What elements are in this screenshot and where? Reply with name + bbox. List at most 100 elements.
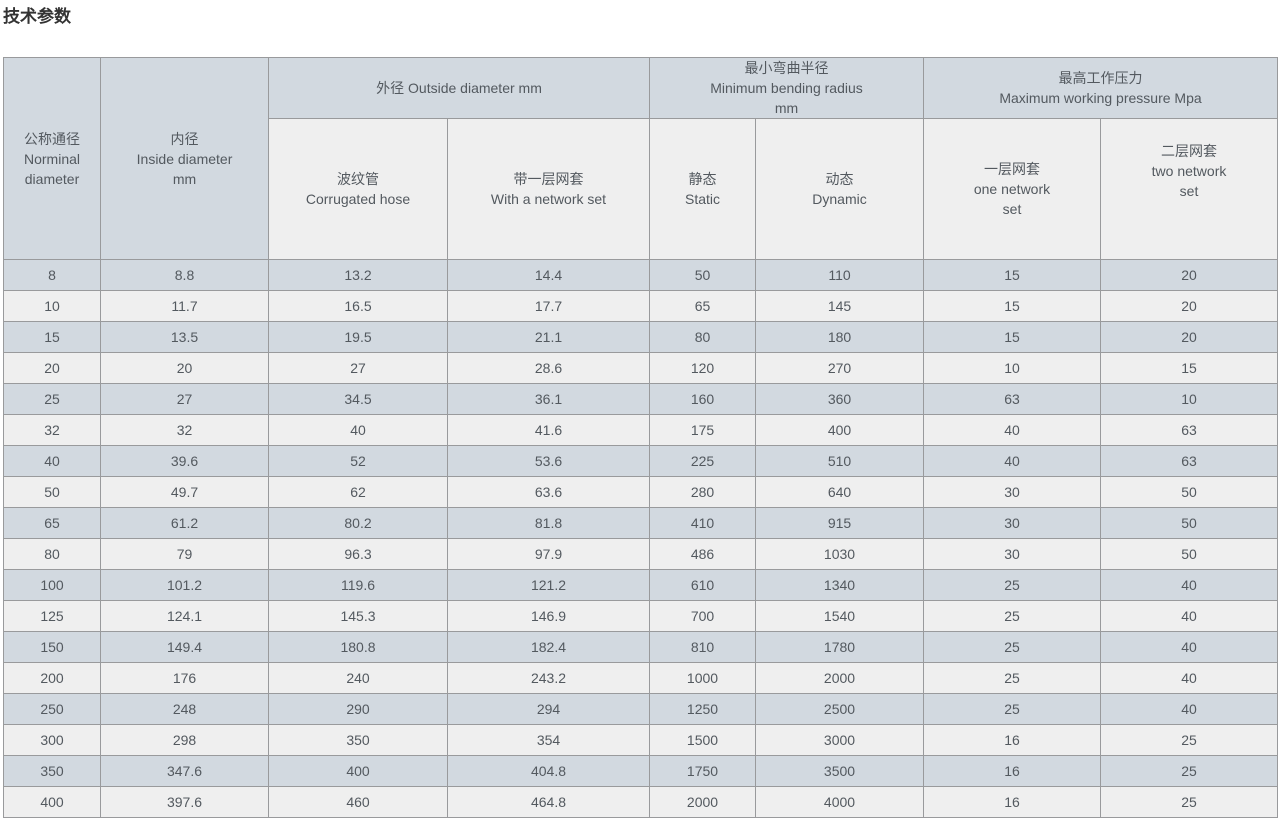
- table-cell: 124.1: [100, 600, 269, 632]
- table-cell: 300: [3, 724, 101, 756]
- table-cell: 149.4: [100, 631, 269, 663]
- header-inside-diameter-label: 内径 Inside diameter mm: [136, 130, 233, 187]
- table-cell: 13.2: [268, 259, 448, 291]
- table-cell: 15: [1099, 352, 1279, 384]
- table-cell: 460: [268, 786, 448, 818]
- table-cell: 25: [1099, 724, 1279, 756]
- table-cell: 298: [100, 724, 269, 756]
- table-cell: 915: [755, 507, 924, 539]
- table-row: 65 61.2 80.2 81.8 410 915 30 50: [3, 507, 1279, 539]
- table-cell: 53.6: [447, 445, 650, 477]
- table-cell: 20: [1099, 290, 1279, 322]
- table-cell: 36.1: [447, 383, 650, 415]
- header-working-pressure-group: 最高工作压力 Maximum working pressure Mpa: [922, 57, 1279, 119]
- table-cell: 121.2: [447, 569, 650, 601]
- table-cell: 40: [1099, 693, 1279, 725]
- table-cell: 25: [1099, 755, 1279, 787]
- table-cell: 11.7: [100, 290, 269, 322]
- table-cell: 160: [649, 383, 756, 415]
- table-cell: 80: [3, 538, 101, 570]
- header-nominal-diameter: 公称通径 Norminal diameter: [3, 57, 101, 260]
- header-static-label: 静态 Static: [684, 171, 720, 207]
- table-cell: 25: [3, 383, 101, 415]
- table-cell: 610: [649, 569, 756, 601]
- table-cell: 510: [755, 445, 924, 477]
- table-cell: 101.2: [100, 569, 269, 601]
- table-cell: 290: [268, 693, 448, 725]
- table-cell: 25: [923, 600, 1101, 632]
- table-cell: 30: [923, 507, 1101, 539]
- table-cell: 10: [923, 352, 1101, 384]
- table-cell: 40: [923, 445, 1101, 477]
- table-cell: 400: [755, 414, 924, 446]
- header-static: 静态 Static: [649, 118, 756, 260]
- table-cell: 21.1: [447, 321, 650, 353]
- table-cell: 65: [3, 507, 101, 539]
- table-cell: 15: [923, 321, 1101, 353]
- table-cell: 700: [649, 600, 756, 632]
- header-sub-row: 波纹管 Corrugated hose 带一层网套 With a network…: [4, 118, 1279, 260]
- table-cell: 62: [268, 476, 448, 508]
- table-cell: 34.5: [268, 383, 448, 415]
- table-cell: 110: [755, 259, 924, 291]
- table-cell: 1750: [649, 755, 756, 787]
- table-row: 80 79 96.3 97.9 486 1030 30 50: [3, 538, 1279, 570]
- table-cell: 50: [1099, 538, 1279, 570]
- table-cell: 65: [649, 290, 756, 322]
- table-cell: 30: [923, 538, 1101, 570]
- header-working-pressure-group-label: 最高工作压力 Maximum working pressure Mpa: [999, 70, 1202, 106]
- header-two-network-set-label: 二层网套 two network set: [1151, 143, 1227, 199]
- header-corrugated-hose: 波纹管 Corrugated hose: [268, 118, 448, 260]
- table-cell: 25: [923, 693, 1101, 725]
- table-cell: 1780: [755, 631, 924, 663]
- table-cell: 180.8: [268, 631, 448, 663]
- table-cell: 180: [755, 321, 924, 353]
- table-cell: 8: [3, 259, 101, 291]
- table-cell: 63.6: [447, 476, 650, 508]
- table-cell: 350: [268, 724, 448, 756]
- table-cell: 32: [3, 414, 101, 446]
- table-cell: 50: [1099, 476, 1279, 508]
- header-bending-radius-group: 最小弯曲半径 Minimum bending radius mm: [649, 57, 924, 119]
- table-cell: 176: [100, 662, 269, 694]
- table-cell: 15: [923, 290, 1101, 322]
- table-cell: 10: [3, 290, 101, 322]
- table-cell: 464.8: [447, 786, 650, 818]
- table-cell: 27: [268, 352, 448, 384]
- table-cell: 19.5: [268, 321, 448, 353]
- table-cell: 225: [649, 445, 756, 477]
- table-header: 公称通径 Norminal diameter 内径 Inside diamete…: [3, 57, 1279, 260]
- table-cell: 250: [3, 693, 101, 725]
- table-cell: 25: [1099, 786, 1279, 818]
- table-cell: 20: [1099, 321, 1279, 353]
- table-cell: 120: [649, 352, 756, 384]
- table-cell: 79: [100, 538, 269, 570]
- table-cell: 40: [1099, 600, 1279, 632]
- table-cell: 50: [649, 259, 756, 291]
- table-cell: 63: [1099, 414, 1279, 446]
- table-cell: 80: [649, 321, 756, 353]
- table-cell: 360: [755, 383, 924, 415]
- table-cell: 97.9: [447, 538, 650, 570]
- table-row: 8 8.8 13.2 14.4 50 110 15 20: [3, 259, 1279, 291]
- table-cell: 347.6: [100, 755, 269, 787]
- table-cell: 20: [1099, 259, 1279, 291]
- table-cell: 61.2: [100, 507, 269, 539]
- table-cell: 100: [3, 569, 101, 601]
- table-cell: 240: [268, 662, 448, 694]
- table-cell: 25: [923, 569, 1101, 601]
- header-two-network-set: 二层网套 two network set: [1099, 118, 1279, 260]
- table-cell: 1540: [755, 600, 924, 632]
- table-cell: 25: [923, 662, 1101, 694]
- table-cell: 10: [1099, 383, 1279, 415]
- table-cell: 146.9: [447, 600, 650, 632]
- table-row: 15 13.5 19.5 21.1 80 180 15 20: [3, 321, 1279, 353]
- table-cell: 400: [268, 755, 448, 787]
- header-outside-diameter-group: 外径 Outside diameter mm: [268, 57, 650, 119]
- table-cell: 125: [3, 600, 101, 632]
- table-cell: 16: [923, 786, 1101, 818]
- table-cell: 145: [755, 290, 924, 322]
- table-cell: 17.7: [447, 290, 650, 322]
- table-cell: 81.8: [447, 507, 650, 539]
